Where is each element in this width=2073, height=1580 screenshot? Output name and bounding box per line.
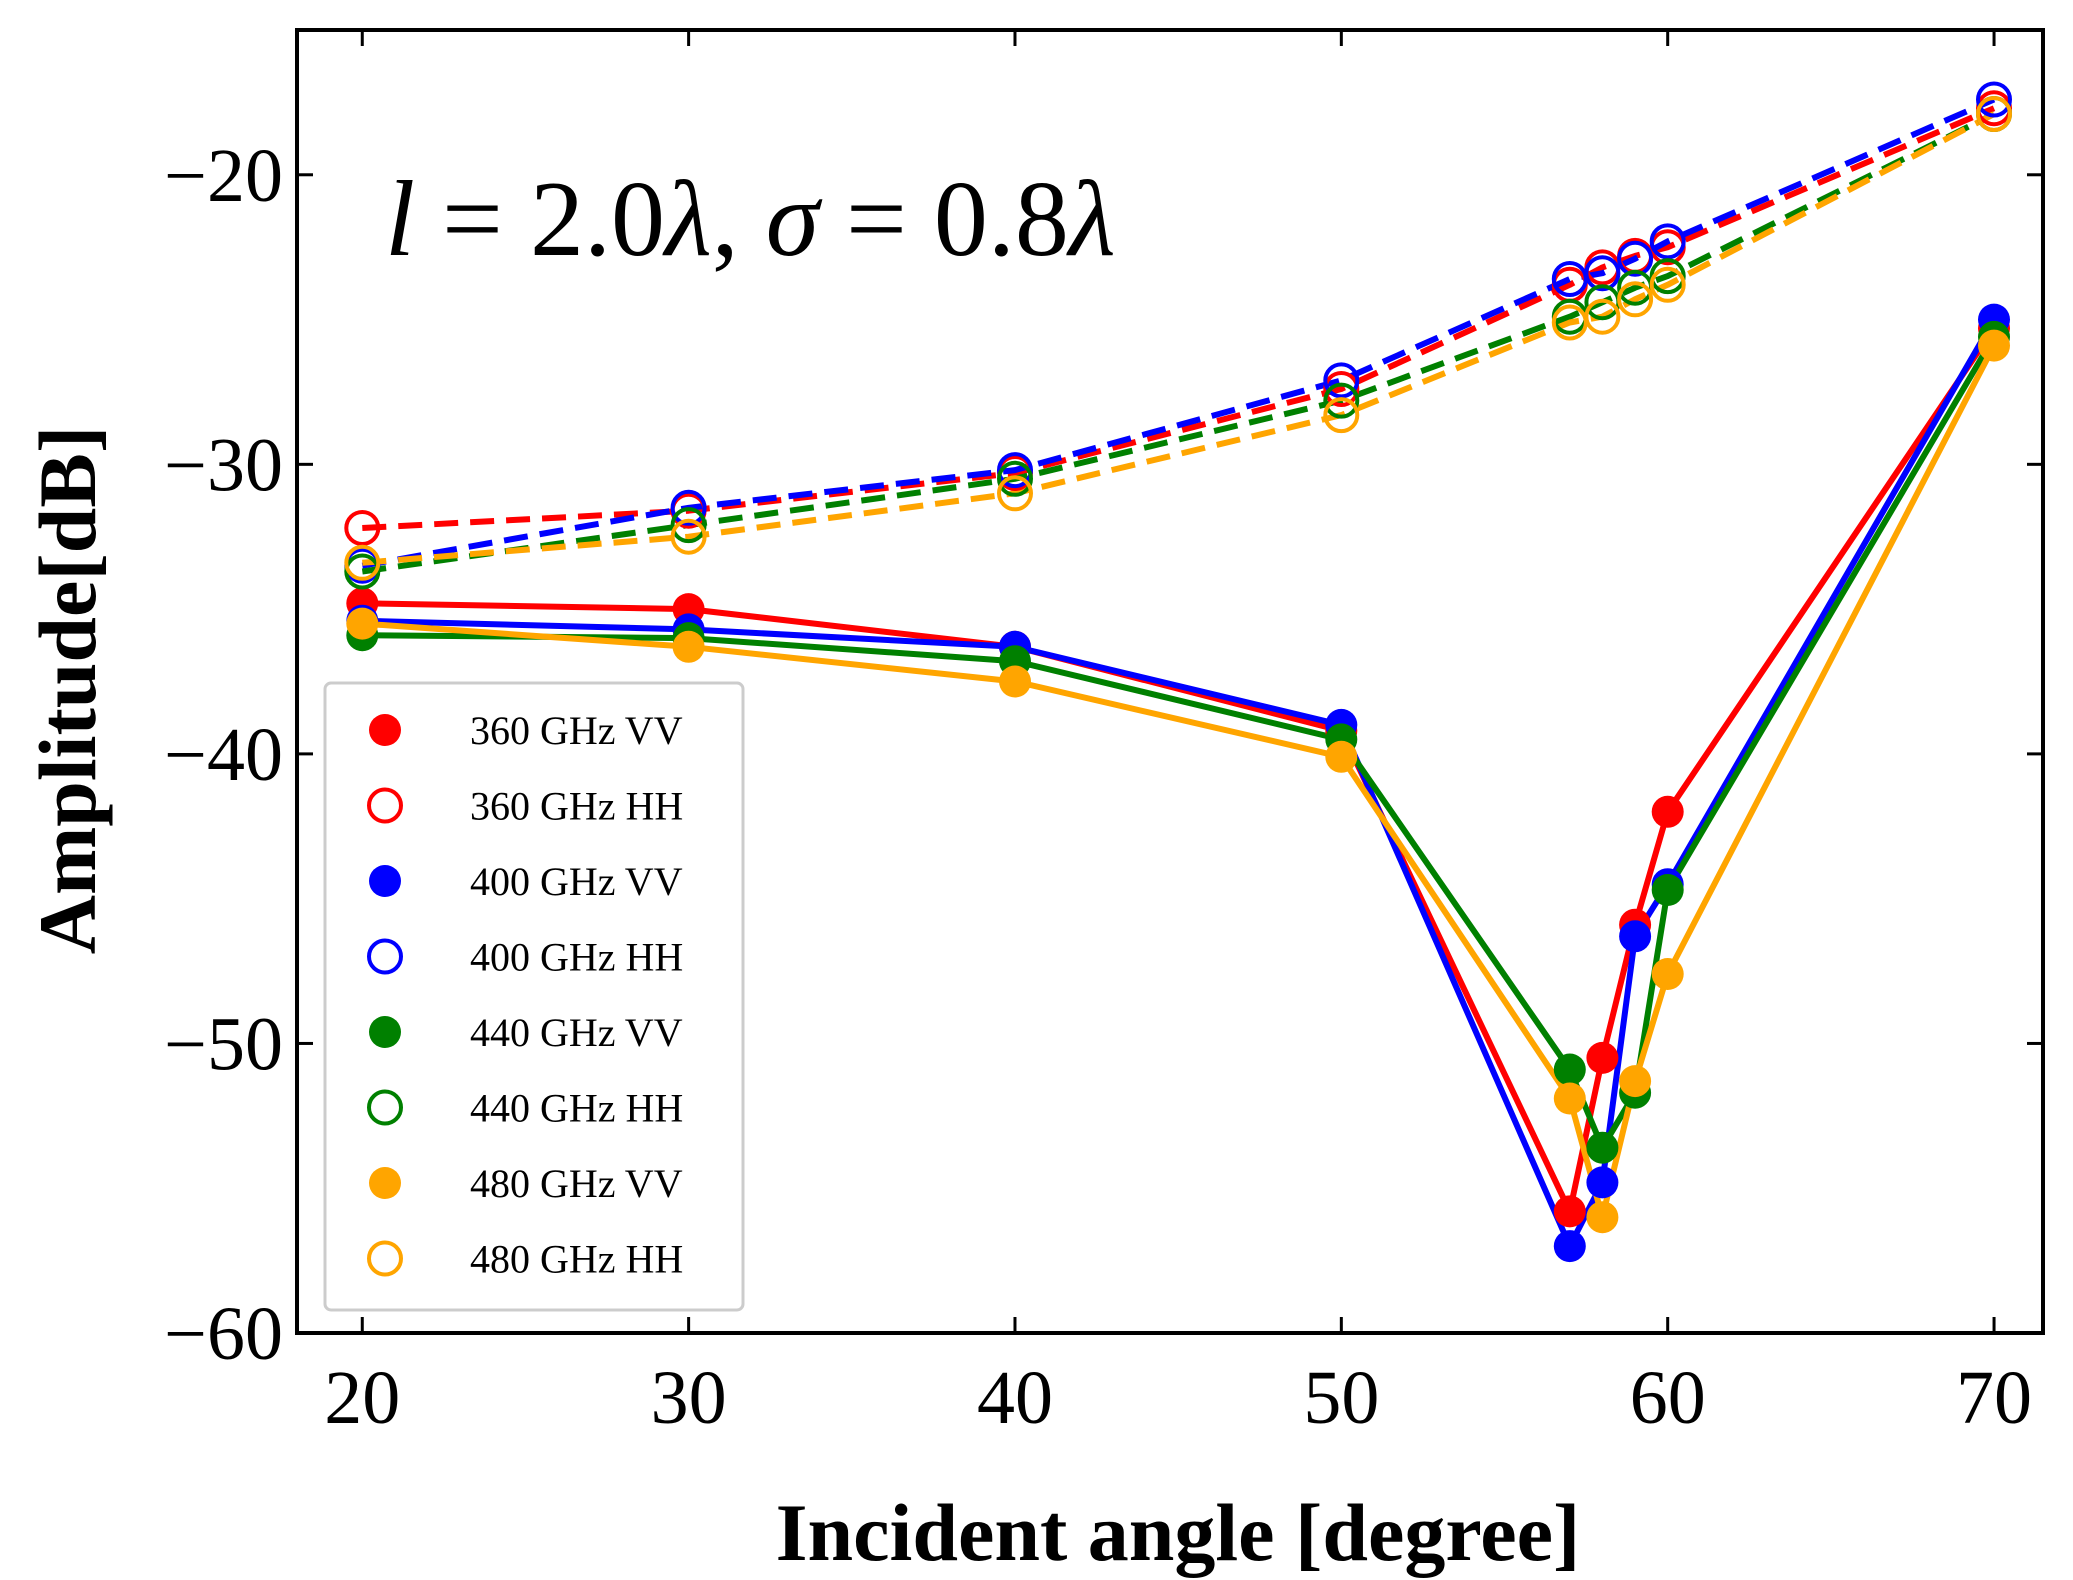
data-point: [670, 507, 707, 544]
data-point: [1617, 240, 1654, 277]
data-point: [1553, 1195, 1586, 1228]
data-point: [1553, 1082, 1586, 1115]
data-point: [1619, 920, 1652, 953]
data-point: [999, 665, 1031, 698]
data-point: [344, 544, 381, 581]
data-point: [1651, 874, 1684, 906]
data-point: [1323, 371, 1360, 407]
legend-marker: [367, 1240, 403, 1277]
data-point: [1649, 258, 1686, 295]
legend-label: 480 GHz HH: [470, 1237, 683, 1282]
data-point: [672, 630, 705, 663]
data-point: [1325, 740, 1358, 773]
data-point: [997, 452, 1033, 489]
legend-marker: [369, 1167, 401, 1199]
x-tick-label: 20: [324, 1356, 400, 1440]
plot-area: [344, 81, 2012, 1263]
legend-label: 440 GHz VV: [470, 1010, 683, 1055]
data-point: [997, 460, 1033, 497]
data-point: [1586, 1131, 1619, 1164]
y-tick-label: −60: [164, 1292, 283, 1376]
y-axis-title: Amplitude[dB]: [22, 426, 113, 955]
x-tick-label: 70: [1956, 1356, 2032, 1440]
data-point: [670, 489, 707, 526]
legend-marker: [369, 865, 401, 897]
parameter-annotation: l = 2.0λ, σ = 0.8λ: [385, 160, 1116, 279]
data-point: [1584, 298, 1621, 335]
legend-marker: [367, 787, 403, 824]
legend-marker: [369, 714, 401, 746]
data-point: [1978, 329, 2010, 362]
legend-label: 360 GHz HH: [470, 784, 683, 829]
data-point: [997, 475, 1033, 512]
legend: 360 GHz VV 360 GHz HH 400 GHz VV 400 GHz HH…: [323, 681, 745, 1312]
legend-label: 360 GHz VV: [470, 708, 683, 753]
plot-frame: [295, 28, 2045, 1335]
x-tick-label: 40: [977, 1356, 1053, 1440]
data-point: [1553, 1230, 1586, 1263]
data-point: [1553, 1053, 1586, 1086]
data-point: [346, 607, 379, 640]
data-point: [1619, 1065, 1652, 1098]
legend-label: 480 GHz VV: [470, 1161, 683, 1206]
series-line-4: [361, 96, 1996, 569]
data-point: [1584, 255, 1621, 292]
x-tick-label: 60: [1630, 1356, 1706, 1440]
series-line-6: [361, 111, 1996, 575]
data-point: [1651, 958, 1684, 990]
y-tick-label: −20: [164, 134, 283, 218]
legend-label: 440 GHz HH: [470, 1086, 683, 1131]
legend-box: [323, 681, 745, 1312]
data-point: [1323, 382, 1360, 419]
data-point: [1651, 795, 1684, 828]
data-point: [1323, 362, 1360, 399]
data-point: [1617, 281, 1654, 318]
data-point: [344, 510, 381, 546]
x-axis-title: Incident angle [degree]: [776, 1487, 1581, 1578]
data-point: [344, 553, 381, 590]
legend-label: 400 GHz VV: [470, 859, 683, 904]
data-point: [1586, 1201, 1619, 1234]
data-point: [1323, 397, 1360, 434]
legend-marker: [367, 1089, 403, 1126]
y-tick-label: −30: [164, 423, 283, 507]
legend-marker: [369, 1016, 401, 1048]
y-tick-label: −40: [164, 713, 283, 797]
data-point: [1586, 1166, 1619, 1199]
data-point: [1976, 81, 2012, 118]
data-point: [1586, 1041, 1619, 1074]
legend-marker: [367, 938, 403, 975]
legend-label: 400 GHz HH: [470, 935, 683, 980]
data-point: [670, 518, 707, 555]
x-tick-label: 30: [651, 1356, 727, 1440]
data-point: [1649, 223, 1686, 260]
data-point: [1976, 96, 2012, 132]
x-tick-label: 50: [1303, 1356, 1379, 1440]
y-tick-label: −50: [164, 1002, 283, 1086]
axes: 20 30 40 50 60 70 −20 −30 −40 −50 −60: [164, 28, 2045, 1440]
data-point: [1649, 266, 1686, 303]
